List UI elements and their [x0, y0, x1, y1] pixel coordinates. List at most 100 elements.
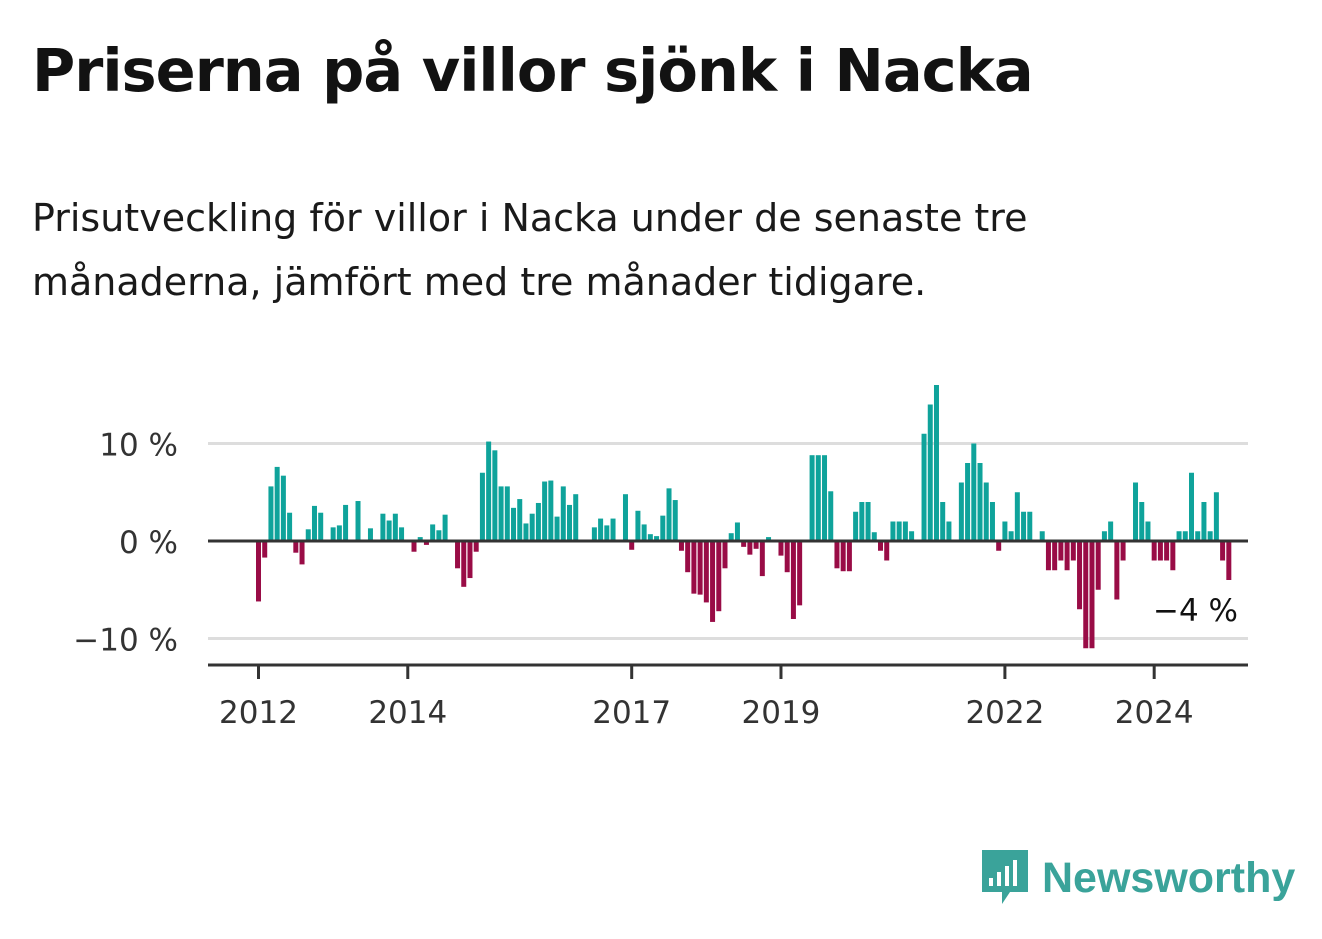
bar-positive [635, 510, 641, 541]
bar-positive [517, 499, 523, 541]
y-tick-label: 10 % [99, 428, 178, 464]
bar-positive [274, 466, 280, 541]
bar-positive [1002, 521, 1008, 541]
bar-negative [710, 541, 716, 622]
bar-positive [604, 525, 610, 541]
x-tick-label: 2017 [592, 695, 671, 731]
bar-negative [455, 541, 461, 569]
bar-positive [622, 494, 628, 541]
bar-positive [560, 486, 566, 541]
bar-negative [834, 541, 840, 569]
newsworthy-logo: Newsworthy [980, 848, 1295, 908]
bar-negative [1157, 541, 1163, 561]
bar-negative [716, 541, 722, 612]
bar-negative [747, 541, 753, 555]
bar-positive [280, 475, 286, 541]
bar-negative [262, 541, 268, 558]
bar-positive [815, 455, 821, 541]
bar-positive [511, 507, 517, 541]
bar-positive [1021, 511, 1027, 541]
x-tick-label: 2012 [219, 695, 298, 731]
bar-negative [1220, 541, 1226, 561]
bar-positive [318, 512, 324, 541]
bar-positive [610, 518, 616, 541]
bar-positive [287, 512, 293, 541]
bar-negative [1052, 541, 1058, 571]
bar-positive [436, 530, 442, 541]
chart-title: Priserna på villor sjönk i Nacka [32, 36, 1034, 105]
x-tick-label: 2014 [368, 695, 447, 731]
bar-negative [1226, 541, 1232, 580]
bar-positive [542, 481, 548, 541]
bar-negative [1064, 541, 1070, 571]
bar-negative [1089, 541, 1095, 649]
bar-negative [473, 541, 479, 552]
bar-negative [691, 541, 697, 594]
bar-positive [1207, 531, 1213, 541]
bar-positive [958, 482, 964, 541]
last-value-annotation: −4 % [1153, 593, 1238, 629]
bar-negative [722, 541, 728, 569]
bar-negative [293, 541, 299, 553]
bar-positive [902, 521, 908, 541]
bar-negative [1170, 541, 1176, 571]
bar-negative [1058, 541, 1064, 561]
bar-positive [1139, 502, 1145, 541]
bar-positive [989, 502, 995, 541]
bar-positive [380, 513, 386, 541]
bar-positive [965, 463, 971, 541]
bar-positive [1027, 511, 1033, 541]
bar-positive [573, 494, 579, 541]
labels: 10 % 0 % −10 % 2012 2014 2017 2019 2022 2024 −4 % [73, 428, 1238, 732]
bar-negative [784, 541, 790, 573]
bar-positive [498, 486, 504, 541]
bar-positive [1189, 472, 1194, 541]
bar-negative [996, 541, 1002, 551]
bar-positive [330, 527, 336, 541]
bar-positive [367, 528, 373, 541]
bar-positive [336, 525, 342, 541]
bar-positive [504, 486, 510, 541]
bar-positive [567, 504, 572, 541]
bar-negative [461, 541, 467, 587]
bar-positive [554, 516, 560, 541]
bar-positive [355, 501, 361, 541]
bar-positive [392, 513, 398, 541]
gridlines [208, 442, 1248, 640]
bar-positive [598, 518, 604, 541]
bar-positive [311, 505, 317, 541]
bar-positive [828, 491, 834, 541]
bar-positive [492, 450, 498, 541]
bar-positive [890, 521, 896, 541]
bar-positive [1039, 531, 1045, 541]
bar-positive [859, 502, 865, 541]
bar-positive [430, 524, 436, 541]
bar-positive [654, 536, 660, 541]
bar-positive [647, 534, 653, 541]
bar-positive [734, 522, 740, 541]
bar-negative [685, 541, 691, 573]
bar-positive [1108, 521, 1114, 541]
bar-positive [305, 529, 311, 541]
bar-negative [1045, 541, 1051, 571]
bar-positive [940, 502, 946, 541]
bar-negative [840, 541, 846, 572]
bar-positive [535, 502, 541, 541]
bar-positive [591, 527, 597, 541]
bar-negative [1164, 541, 1170, 561]
bar-negative [790, 541, 796, 619]
bar-positive [853, 511, 859, 541]
bar-negative [703, 541, 709, 603]
bar-negative [753, 541, 759, 549]
chart-subtitle: Prisutveckling för villor i Nacka under … [32, 196, 1028, 304]
bar-negative [299, 541, 305, 565]
bar-negative [256, 541, 261, 602]
bar-positive [728, 533, 734, 541]
bar-positive [1201, 502, 1207, 541]
bar-positive [1145, 521, 1151, 541]
bar-negative [1114, 541, 1120, 600]
bar-positive [486, 441, 492, 541]
bar-positive [896, 521, 902, 541]
x-tick-label: 2019 [742, 695, 821, 731]
